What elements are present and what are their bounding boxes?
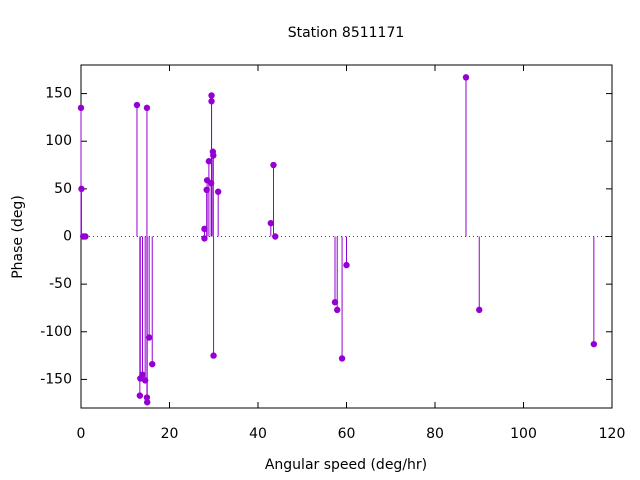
x-tick-label: 40 — [249, 426, 267, 442]
stem-point — [139, 371, 146, 378]
stem-point — [331, 299, 339, 306]
stem-point — [338, 355, 346, 362]
chart-title: Station 8511171 — [288, 25, 405, 41]
stem-point — [78, 185, 85, 193]
stem-point — [82, 233, 89, 240]
stem-point — [201, 235, 208, 242]
x-tick-label: 100 — [510, 426, 537, 442]
y-tick-label: 150 — [45, 86, 72, 102]
stem-point — [143, 104, 151, 112]
x-tick-label: 80 — [426, 426, 444, 442]
stem-point — [334, 306, 341, 314]
stem-point — [462, 74, 470, 81]
y-tick-label: -150 — [40, 371, 72, 387]
x-tick-label: 0 — [77, 426, 86, 442]
stem-point — [272, 233, 279, 240]
y-tick-label: -100 — [40, 324, 72, 340]
stem-point — [590, 340, 598, 348]
stem-point — [208, 92, 215, 99]
stem-point — [214, 188, 222, 195]
y-tick-label: 0 — [63, 229, 72, 245]
stem-point — [210, 152, 217, 159]
stem-point — [143, 399, 151, 406]
stem-point — [476, 306, 483, 314]
stem-point — [149, 360, 156, 368]
stem-point — [210, 352, 217, 359]
stem-point — [201, 225, 208, 233]
x-tick-label: 120 — [599, 426, 626, 442]
stem-point — [145, 334, 153, 341]
x-axis-label: Angular speed (deg/hr) — [265, 457, 427, 473]
stem-point — [343, 261, 350, 269]
x-tick-label: 20 — [161, 426, 179, 442]
y-axis-label: Phase (deg) — [10, 195, 26, 279]
stem-point — [205, 158, 213, 165]
stem-point — [267, 219, 275, 227]
y-tick-label: -50 — [49, 276, 72, 292]
stem-point — [77, 104, 85, 112]
x-tick-label: 60 — [338, 426, 356, 442]
stem-point — [270, 161, 277, 169]
stem-point — [136, 392, 144, 399]
stem-point — [133, 101, 141, 109]
y-tick-label: 100 — [45, 133, 72, 149]
y-tick-label: 50 — [54, 181, 72, 197]
